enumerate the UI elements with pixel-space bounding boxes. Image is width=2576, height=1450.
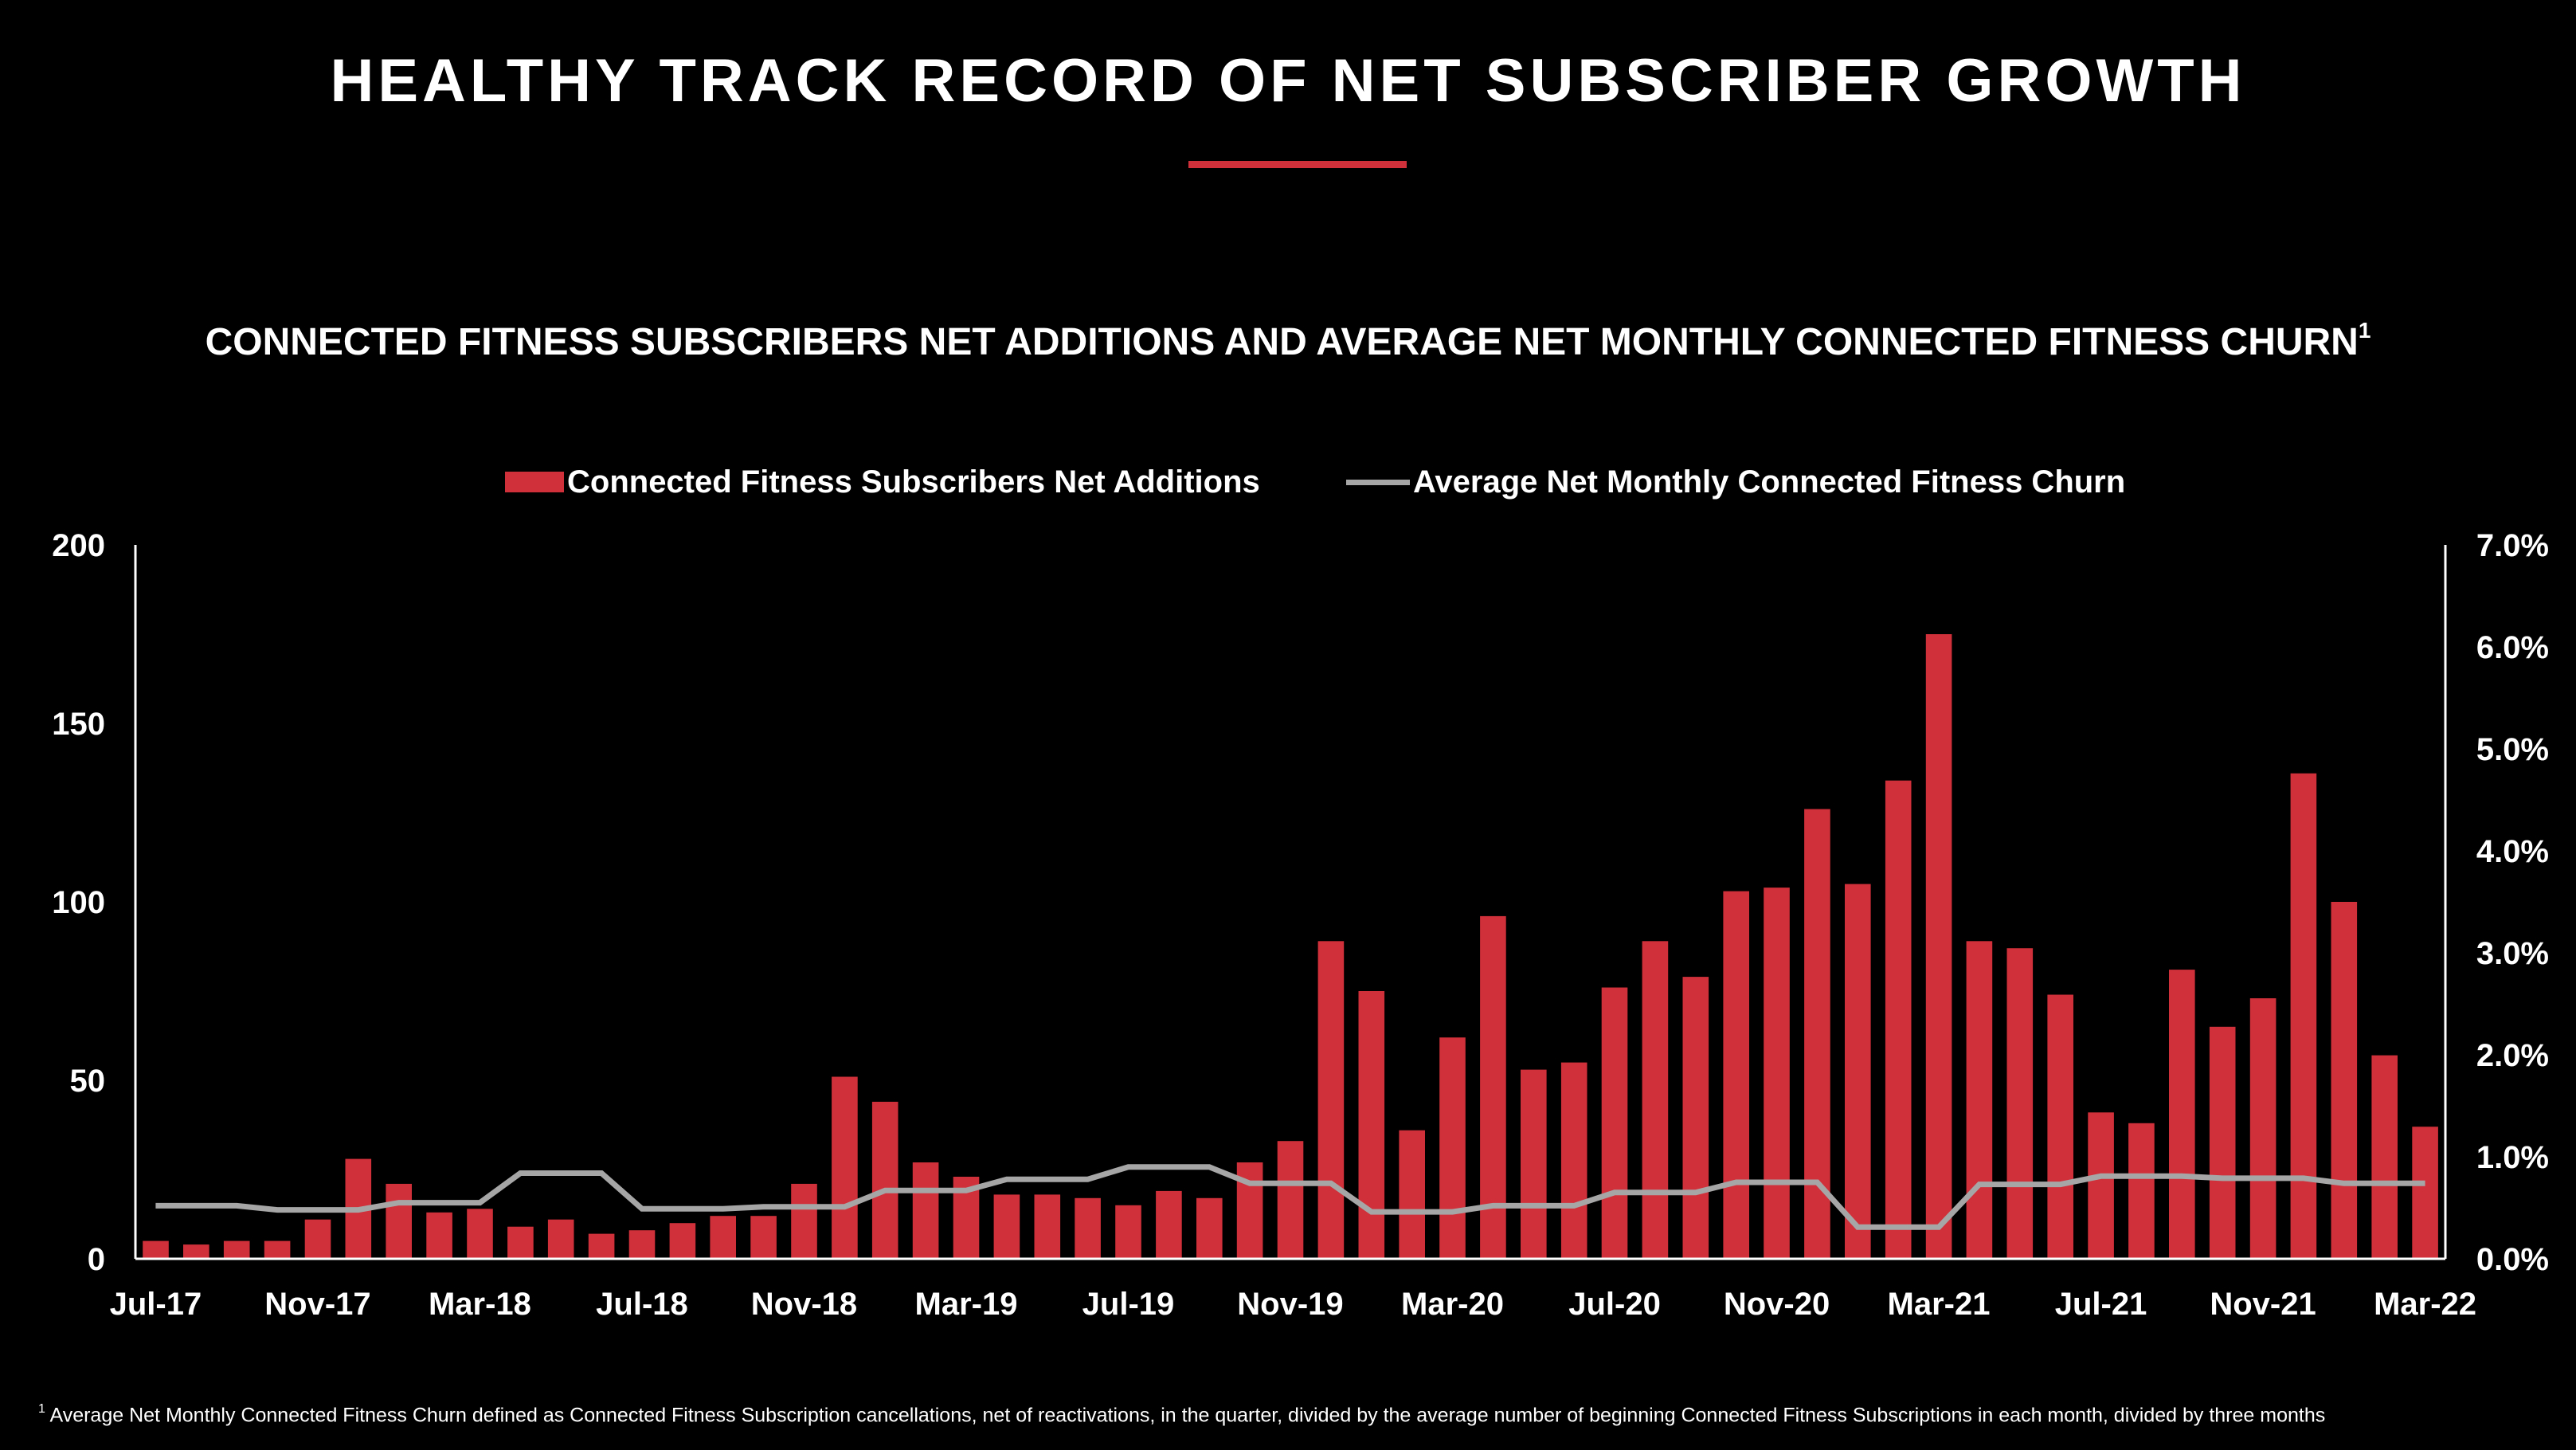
bar-Aug-18 [669,1223,696,1259]
bar-Sep-21 [2169,970,2195,1259]
chart-title-text: CONNECTED FITNESS SUBSCRIBERS NET ADDITI… [205,321,2359,363]
bar-Jul-18 [628,1230,656,1259]
bar-May-20 [1521,1069,1547,1259]
footnote-marker: 1 [38,1402,45,1416]
slide-title: HEALTHY TRACK RECORD OF NET SUBSCRIBER G… [330,47,2246,115]
footnote-text: Average Net Monthly Connected Fitness Ch… [49,1404,2326,1427]
bar-Jan-22 [2331,902,2358,1259]
y-right-tick-label: 5.0% [2476,732,2549,767]
x-tick-label-Nov-21: Nov-21 [2210,1287,2316,1322]
title-accent-rule [1188,161,1407,168]
bar-May-18 [547,1219,574,1259]
bar-Mar-20 [1439,1037,1466,1259]
bar-Feb-22 [2371,1055,2398,1259]
legend-label-churn: Average Net Monthly Connected Fitness Ch… [1413,464,2126,500]
legend-swatch-bar [505,472,564,492]
bar-Mar-22 [2412,1127,2438,1259]
y-left-tick-label: 150 [52,707,105,742]
bar-Jan-20 [1358,991,1385,1259]
bar-May-19 [1034,1194,1061,1259]
x-tick-label-Nov-17: Nov-17 [264,1287,370,1322]
y-left-tick-label: 100 [52,885,105,920]
bar-Jun-18 [588,1233,615,1259]
bar-Jun-21 [2047,994,2073,1259]
bar-Nov-20 [1764,888,1790,1259]
bar-Apr-21 [1966,941,1993,1259]
x-tick-label-Nov-20: Nov-20 [1724,1287,1830,1322]
bar-Nov-18 [791,1183,817,1259]
bar-Jan-21 [1845,884,1871,1259]
y-left-tick-label: 200 [52,528,105,563]
x-tick-label-Mar-18: Mar-18 [429,1287,531,1322]
y-right-tick-label: 4.0% [2476,834,2549,869]
x-tick-label-Jul-17: Jul-17 [110,1287,202,1322]
chart-legend: Connected Fitness Subscribers Net Additi… [0,460,2576,504]
bar-Oct-21 [2209,1026,2236,1259]
x-tick-label-Jul-19: Jul-19 [1082,1287,1175,1322]
bar-Jun-19 [1075,1197,1101,1259]
x-tick-label-Jul-20: Jul-20 [1568,1287,1661,1322]
bar-Jan-19 [871,1101,898,1259]
x-tick-label-Jul-21: Jul-21 [2055,1287,2147,1322]
x-tick-label-Mar-21: Mar-21 [1888,1287,1991,1322]
bar-Apr-18 [507,1226,534,1259]
bar-Sep-19 [1196,1197,1223,1259]
x-tick-label-Nov-18: Nov-18 [751,1287,857,1322]
bar-Jan-18 [386,1183,412,1259]
bar-Oct-20 [1723,891,1749,1259]
bar-Feb-19 [912,1162,939,1259]
bar-Jun-20 [1560,1062,1587,1259]
y-right-tick-label: 0.0% [2476,1242,2549,1277]
x-tick-label-Mar-20: Mar-20 [1401,1287,1504,1322]
bar-Oct-17 [264,1240,291,1259]
bar-Nov-17 [304,1219,331,1259]
x-tick-label-Nov-19: Nov-19 [1237,1287,1343,1322]
footnote: 1 Average Net Monthly Connected Fitness … [38,1402,2326,1427]
y-right-tick-label: 6.0% [2476,630,2549,665]
bar-Aug-17 [183,1244,209,1259]
bar-Dec-19 [1317,941,1345,1259]
bar-Nov-21 [2249,998,2277,1259]
bar-Feb-18 [426,1212,452,1259]
y-right-tick-label: 2.0% [2476,1038,2549,1073]
y-left-tick-label: 0 [88,1242,105,1277]
bar-Apr-19 [993,1194,1020,1259]
x-tick-label-Mar-19: Mar-19 [915,1287,1018,1322]
bar-Aug-21 [2128,1123,2155,1259]
y-left-tick-label: 50 [70,1064,106,1099]
legend-item-churn: Average Net Monthly Connected Fitness Ch… [1346,460,2125,504]
y-right-tick-label: 1.0% [2476,1140,2549,1175]
bar-Oct-18 [750,1216,777,1259]
bar-Sep-17 [223,1240,250,1259]
x-tick-label-Jul-18: Jul-18 [596,1287,688,1322]
bar-Mar-18 [467,1209,493,1259]
bar-Aug-20 [1642,941,1669,1259]
bar-Aug-19 [1156,1190,1182,1259]
bar-Jul-17 [143,1240,169,1259]
chart-title-footnote-marker: 1 [2358,318,2371,343]
bar-Feb-20 [1399,1130,1425,1259]
bar-Dec-18 [832,1076,858,1259]
bar-Jul-20 [1601,987,1628,1259]
legend-swatch-line [1346,479,1410,485]
bar-Jul-21 [2088,1112,2114,1259]
bar-Sep-20 [1682,977,1709,1259]
y-right-tick-label: 7.0% [2476,528,2549,563]
y-right-tick-label: 3.0% [2476,936,2549,971]
legend-label-net-additions: Connected Fitness Subscribers Net Additi… [567,464,1260,500]
bar-May-21 [2006,948,2034,1259]
bar-Feb-21 [1885,780,1912,1259]
bar-Dec-21 [2290,773,2317,1259]
bar-Apr-20 [1480,915,1506,1259]
legend-item-net-additions: Connected Fitness Subscribers Net Additi… [505,460,1260,504]
bar-Nov-19 [1277,1141,1304,1259]
bar-Jul-19 [1115,1205,1141,1259]
churn-line [155,1164,2425,1230]
bar-Sep-18 [710,1216,736,1259]
x-tick-label-Mar-22: Mar-22 [2374,1287,2476,1322]
chart-title: CONNECTED FITNESS SUBSCRIBERS NET ADDITI… [0,318,2576,364]
bar-Mar-21 [1925,634,1952,1259]
